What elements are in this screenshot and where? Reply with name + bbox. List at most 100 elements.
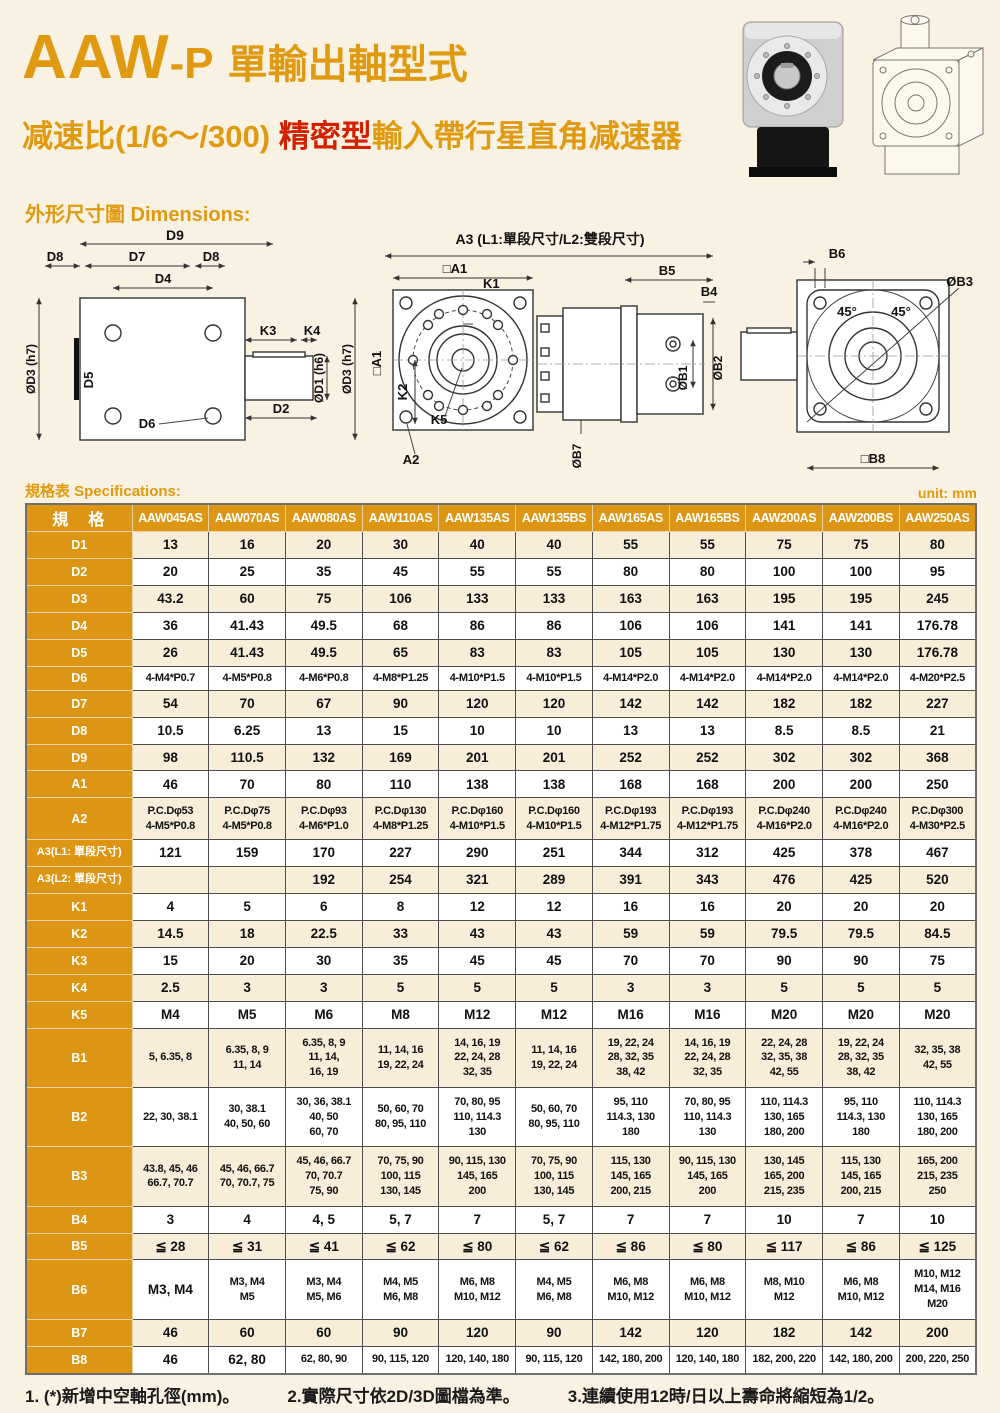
spec-cell: 41.43	[208, 611, 286, 640]
row-label-b6: B6	[25, 1259, 133, 1320]
dim-label-angle-right: 45°	[891, 304, 911, 319]
dim-label-ob7: ØB7	[570, 443, 584, 468]
spec-row-d5: D5 26 41.43 49.5 65 83 83 105 105 130 130 176.78	[25, 638, 977, 667]
spec-row-a3l1: A3(L1: 單段尺寸) 121 159 170 227 290 251 344 312 425 3…	[25, 838, 977, 867]
spec-cell: 4-M14*P2.0	[668, 665, 747, 691]
spec-cell: 5, 6.35, 8	[131, 1027, 210, 1089]
spec-cell: 46	[131, 770, 210, 799]
spec-cell: 90, 115, 130 145, 165 200	[438, 1146, 517, 1207]
spec-row-a2: A2 P.C.Dφ53 4-M5*P0.8 P.C.Dφ75 4-M5*P0.8 P.…	[25, 797, 977, 840]
spec-cell: 60	[284, 1318, 363, 1347]
spec-cell: 41.43	[208, 638, 286, 667]
spec-cell: M8, M10 M12	[745, 1259, 823, 1320]
spec-cell: 425	[745, 838, 823, 867]
spec-cell: 100	[745, 557, 823, 586]
spec-cell: ≦ 125	[898, 1232, 977, 1261]
spec-cell: 5	[438, 973, 517, 1002]
spec-cell: ≦ 86	[821, 1232, 900, 1261]
spec-cell: 16	[591, 892, 670, 921]
spec-row-a1: A1 46 70 80 110 138 138 168 168 200 200 250	[25, 770, 977, 799]
spec-cell: 133	[515, 584, 593, 613]
dim-label-k5: K5	[431, 412, 448, 427]
spec-cell: 106	[668, 611, 747, 640]
spec-cell: 46	[131, 1318, 210, 1347]
spec-cell: 252	[668, 743, 747, 772]
spec-cell: 65	[361, 638, 440, 667]
dim-label-k3: K3	[260, 323, 277, 338]
spec-cell: 110, 114.3 130, 165 180, 200	[745, 1086, 823, 1148]
spec-cell: 4-M14*P2.0	[745, 665, 823, 691]
spec-cell: 30, 38.1 40, 50, 60	[208, 1086, 286, 1148]
row-label-a3l2: A3(L2: 單段尺寸)	[25, 865, 133, 894]
spec-cell: 45	[515, 946, 593, 975]
spec-cell: 5, 7	[515, 1205, 593, 1234]
spec-cell: M12	[438, 1000, 517, 1029]
spec-cell: 86	[515, 611, 593, 640]
spec-row-d1: D1 13 16 20 30 40 40 55 55 75 75 80	[25, 531, 977, 559]
spec-cell: 138	[515, 770, 593, 799]
spec-cell: M8	[361, 1000, 440, 1029]
spec-cell: 83	[438, 638, 517, 667]
spec-cell: 70	[208, 770, 286, 799]
right-view-drawing: 45° 45° ØB3 B6 □B8	[740, 246, 973, 471]
spec-cell: 15	[361, 716, 440, 745]
spec-cell: 4	[208, 1205, 286, 1234]
spec-cell: 20	[898, 892, 977, 921]
spec-cell: M20	[821, 1000, 900, 1029]
spec-cell: 30	[284, 946, 363, 975]
spec-cell: 6.35, 8, 9 11, 14	[208, 1027, 286, 1089]
spec-cell: 343	[668, 865, 747, 894]
spec-cell: ≦ 86	[591, 1232, 670, 1261]
spec-cell: 312	[668, 838, 747, 867]
spec-cell: 79.5	[821, 919, 900, 948]
spec-cell: 60	[208, 584, 286, 613]
spec-cell: 43.8, 45, 46 66.7, 70.7	[131, 1146, 210, 1207]
spec-cell: 45	[361, 557, 440, 586]
spec-cell: 70	[208, 689, 286, 718]
column-header-aaw135as: AAW135AS	[438, 503, 517, 532]
row-label-b1: B1	[25, 1027, 133, 1089]
page-header: AAW -P 單輸出軸型式 减速比(1/6～/300) 精密型輸入帶行星直角减速器	[22, 22, 732, 156]
spec-row-b4: B4 3 4 4, 5 5, 7 7 5, 7 7 7 10 7 10	[25, 1205, 977, 1234]
spec-cell: M5	[208, 1000, 286, 1029]
row-label-a3l1: A3(L1: 單段尺寸)	[25, 838, 133, 867]
spec-cell: 159	[208, 838, 286, 867]
spec-cell: 22, 24, 28 32, 35, 38 42, 55	[745, 1027, 823, 1089]
spec-cell: M3, M4 M5, M6	[284, 1259, 363, 1320]
spec-cell: 321	[438, 865, 517, 894]
spec-cell: 120, 140, 180	[668, 1345, 747, 1375]
spec-cell: 55	[515, 557, 593, 586]
spec-cell: 5	[745, 973, 823, 1002]
spec-cell: 4	[131, 892, 210, 921]
spec-cell: 14, 16, 19 22, 24, 28 32, 35	[438, 1027, 517, 1089]
row-label-k3: K3	[25, 946, 133, 975]
spec-cell: 251	[515, 838, 593, 867]
spec-cell: M4, M5 M6, M8	[515, 1259, 593, 1320]
spec-cell: 70, 75, 90 100, 115 130, 145	[361, 1146, 440, 1207]
spec-cell: 5	[821, 973, 900, 1002]
spec-cell: 130	[745, 638, 823, 667]
spec-cell: M3, M4	[131, 1259, 210, 1320]
spec-cell: 169	[361, 743, 440, 772]
spec-cell: P.C.Dφ240 4-M16*P2.0	[821, 797, 900, 840]
spec-cell: P.C.Dφ130 4-M8*P1.25	[361, 797, 440, 840]
column-header-aaw200as: AAW200AS	[745, 503, 823, 532]
dim-label-ob1: ØB1	[676, 365, 690, 390]
left-view-drawing: D9 D8 D7 D8 D4 ØD3 (h7) D5 D6 K3 K4 D2 Ø…	[25, 228, 358, 441]
unit-label: unit: mm	[917, 485, 977, 501]
spec-cell: 170	[284, 838, 363, 867]
spec-row-d8: D8 10.5 6.25 13 15 10 10 13 13 8.5 8.5 21	[25, 716, 977, 745]
spec-cell: 3	[668, 973, 747, 1002]
subtitle-ratio: 减速比(1/6～/300)	[22, 119, 279, 154]
title-suffix: -P	[169, 39, 214, 88]
spec-cell: M20	[898, 1000, 977, 1029]
row-label-b8: B8	[25, 1345, 133, 1375]
dim-label-d6: D6	[139, 416, 156, 431]
specifications-table: 規 格 AAW045AS AAW070AS AAW080AS AAW110AS AAW13…	[25, 503, 977, 1375]
spec-cell: 80	[591, 557, 670, 586]
spec-cell: 302	[745, 743, 823, 772]
subtitle-description: 輸入帶行星直角减速器	[371, 119, 682, 154]
spec-cell: 5	[515, 973, 593, 1002]
dim-label-d8-right: D8	[203, 249, 220, 264]
spec-row-b7: B7 46 60 60 90 120 90 142 120 182 142 200	[25, 1318, 977, 1347]
